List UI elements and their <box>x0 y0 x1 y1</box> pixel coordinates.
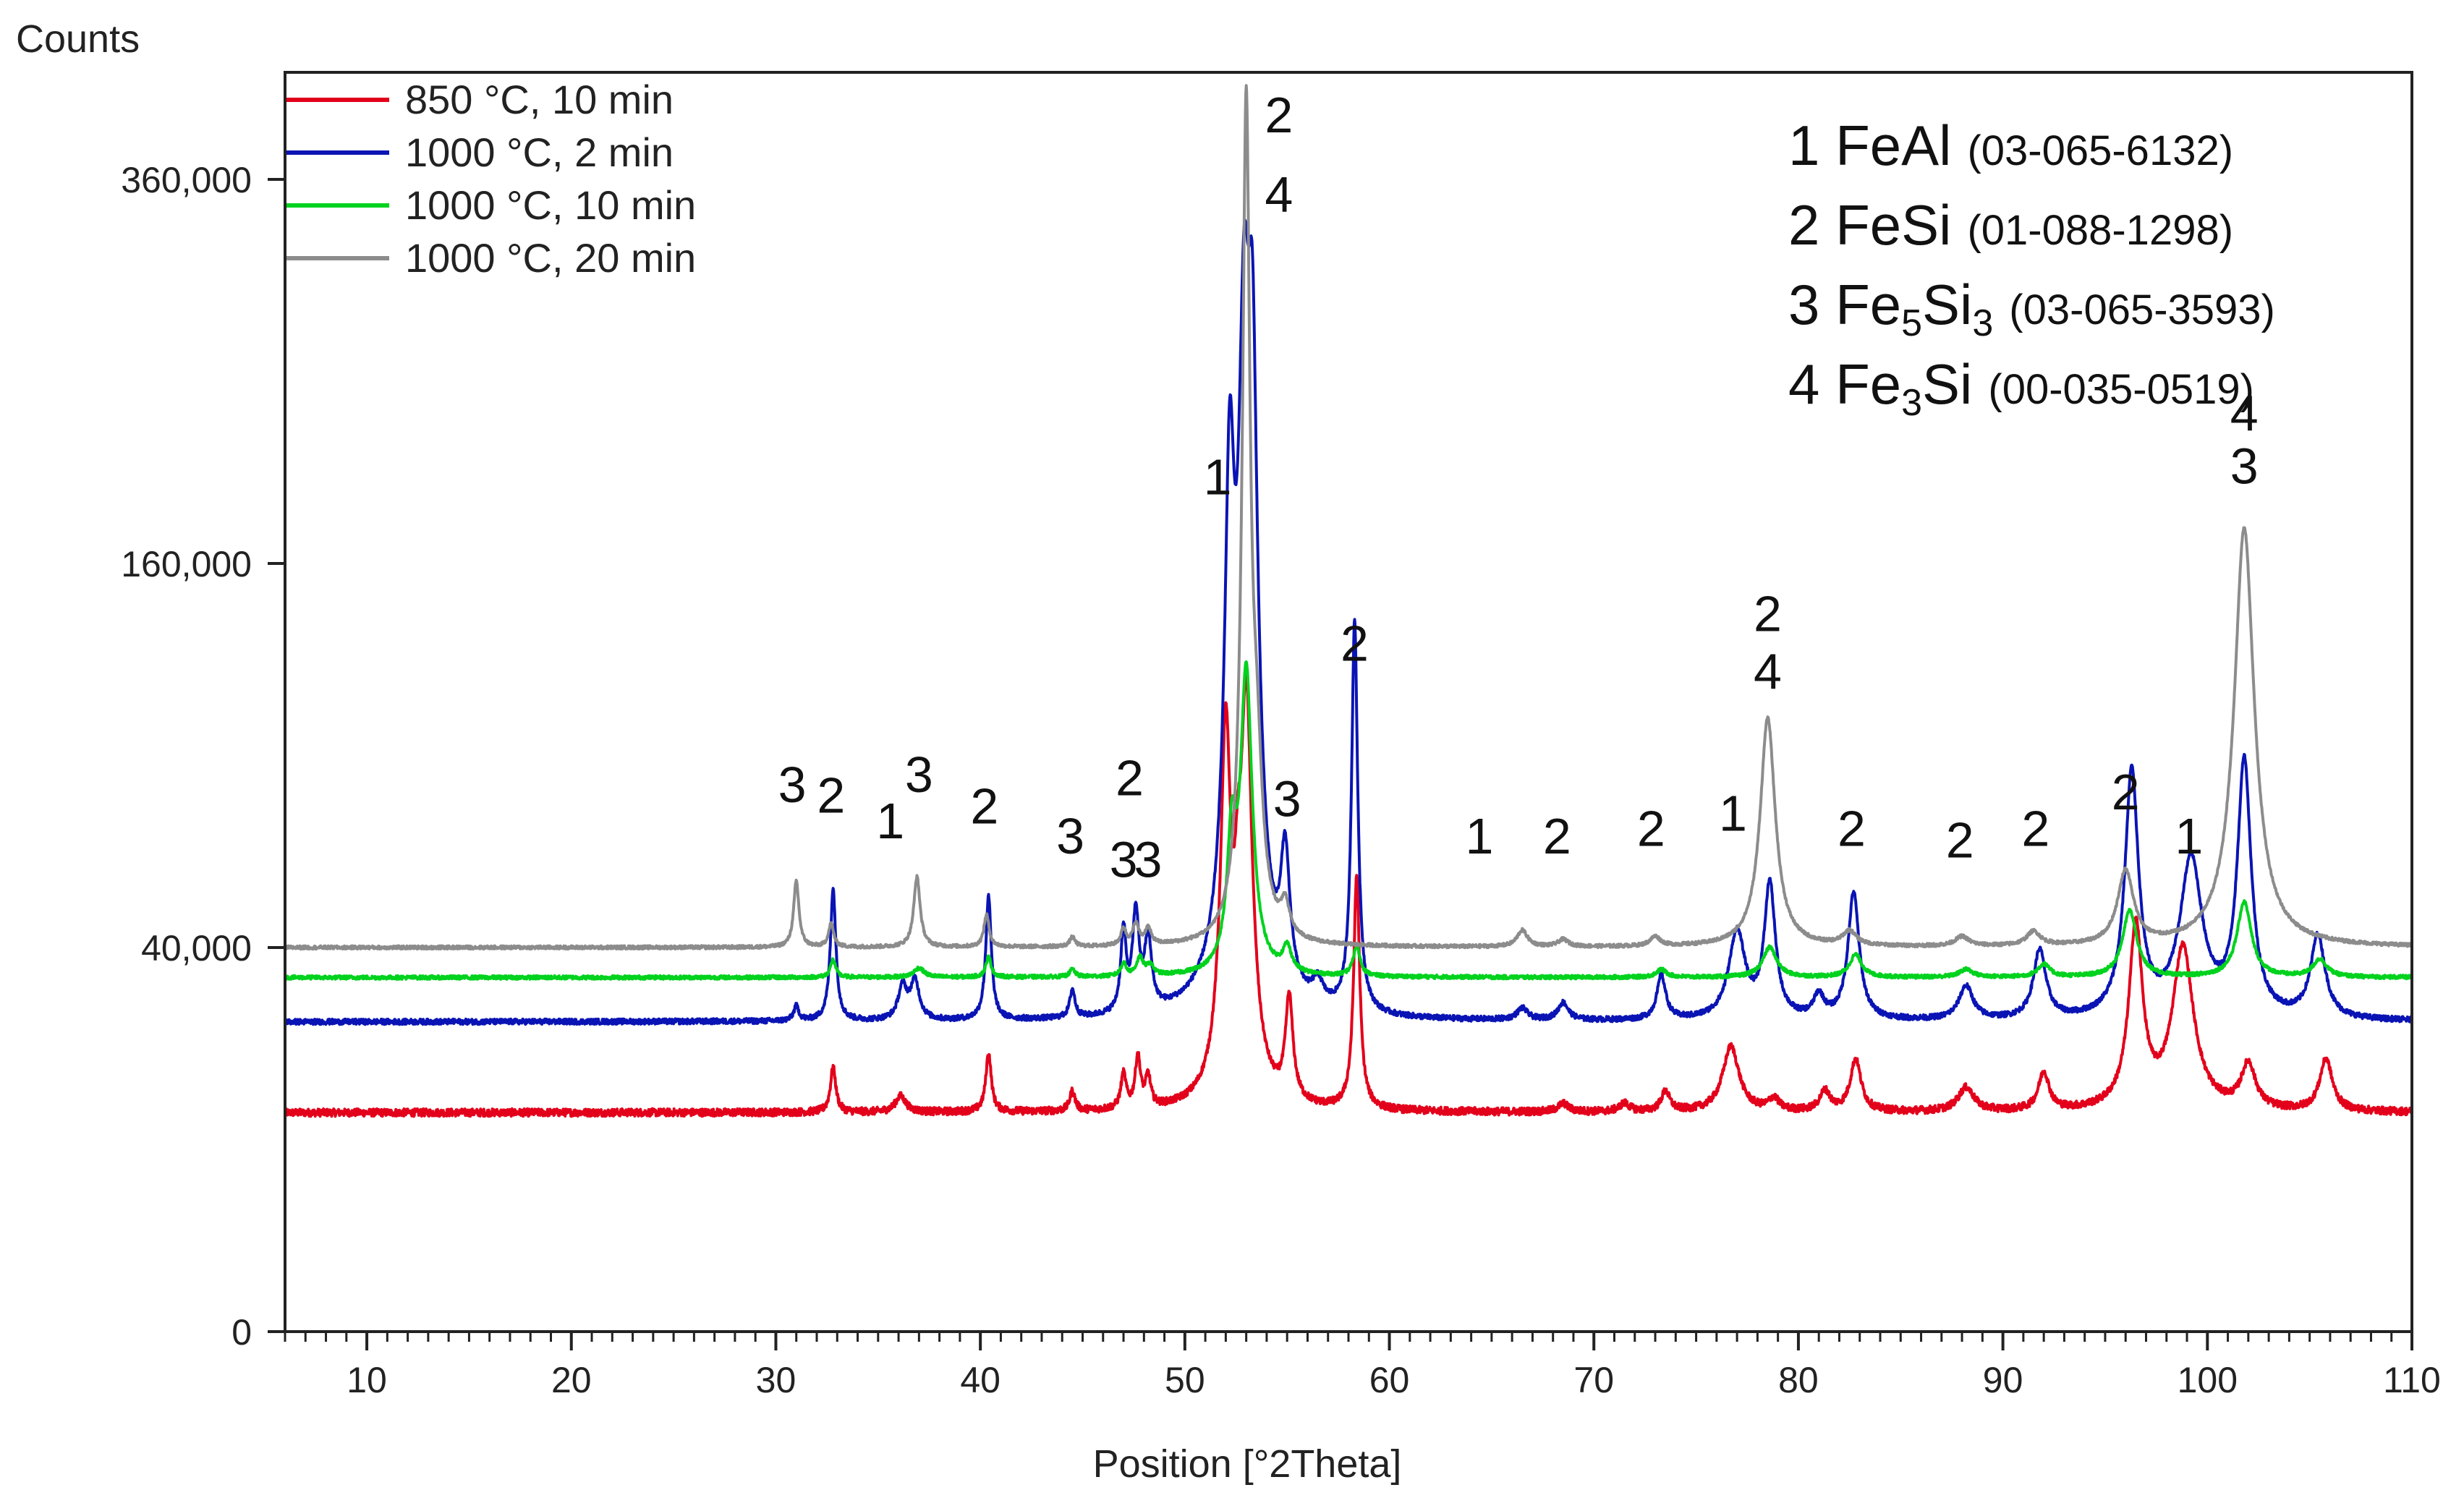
x-tick-label: 50 <box>1165 1360 1205 1400</box>
phase-entry: 1 FeAl (03-065-6132) <box>1788 114 2233 177</box>
peak-label: 1 <box>1465 808 1493 864</box>
series-line-2 <box>284 218 2413 1026</box>
peak-label: 2 <box>1116 749 1144 806</box>
peak-label: 3 <box>778 757 807 813</box>
x-tick-label: 110 <box>2383 1360 2441 1400</box>
legend-label: 850 °C, 10 min <box>405 77 674 122</box>
peak-label: 3 <box>1273 771 1301 827</box>
axes-and-ticks: 0 40,000 160,000 360,000 10 20 30 40 50 60 70 80 90 1… <box>121 160 2441 1400</box>
peak-label: 3 <box>1110 832 1138 888</box>
peak-label: 2 <box>1341 616 1369 672</box>
series-line-4 <box>284 84 2413 951</box>
y-tick-label: 360,000 <box>121 160 252 200</box>
peak-label: 2 <box>2112 764 2140 820</box>
x-tick-label: 40 <box>960 1360 1001 1400</box>
peak-label: 1 <box>1719 786 1747 842</box>
plot-frame <box>284 71 2413 1333</box>
peak-label: 2 <box>970 778 998 835</box>
peak-label: 1 <box>1204 449 1232 506</box>
x-tick-label: 10 <box>347 1360 387 1400</box>
peak-label: 3 <box>1056 808 1084 864</box>
peak-label: 2 <box>1838 800 1866 856</box>
x-axis-title: Position [°2Theta] <box>1093 1442 1402 1486</box>
peak-label: 2 <box>1543 808 1571 864</box>
phase-entry: 3 Fe5Si3 (03-065-3593) <box>1788 273 2275 344</box>
y-axis-title: Counts <box>16 17 140 61</box>
x-tick-label: 30 <box>756 1360 796 1400</box>
phase-legend: 1 FeAl (03-065-6132) 2 FeSi (01-088-1298) 3 … <box>1788 114 2275 424</box>
peak-label: 1 <box>2175 808 2203 864</box>
series-layer <box>284 84 2413 1118</box>
peak-label: 3 <box>2230 438 2259 495</box>
peak-label: 4 <box>1754 643 1782 699</box>
legend-label: 1000 °C, 20 min <box>405 235 696 281</box>
peak-label: 1 <box>876 793 904 849</box>
legend-label: 1000 °C, 10 min <box>405 182 696 228</box>
peak-label: 2 <box>2021 800 2049 856</box>
x-tick-label: 100 <box>2178 1360 2238 1400</box>
series-line-3 <box>284 660 2413 981</box>
peak-label: 4 <box>1265 166 1293 223</box>
peak-label: 2 <box>1265 87 1293 143</box>
y-tick-label: 160,000 <box>121 544 252 584</box>
phase-entry: 4 Fe3Si (00-035-0519) <box>1788 352 2254 424</box>
phase-entry: 2 FeSi (01-088-1298) <box>1788 193 2233 257</box>
peak-label: 3 <box>1134 832 1162 888</box>
series-line-1 <box>284 673 2413 1118</box>
peak-label: 2 <box>1637 800 1665 856</box>
series-legend: 850 °C, 10 min 1000 °C, 2 min 1000 °C, 10 … <box>285 77 696 281</box>
legend-label: 1000 °C, 2 min <box>405 129 674 175</box>
x-tick-label: 80 <box>1778 1360 1819 1400</box>
x-tick-label: 70 <box>1573 1360 1614 1400</box>
peak-label: 3 <box>905 746 933 803</box>
y-tick-label: 40,000 <box>141 928 252 969</box>
peak-label: 4 <box>2230 386 2259 442</box>
x-tick-label: 20 <box>551 1360 592 1400</box>
y-tick-label: 0 <box>231 1312 252 1353</box>
x-tick-label: 90 <box>1983 1360 2023 1400</box>
x-tick-label: 60 <box>1369 1360 1410 1400</box>
peak-label: 2 <box>817 767 845 824</box>
peak-label: 2 <box>1946 812 1974 868</box>
peak-label: 2 <box>1754 586 1782 642</box>
